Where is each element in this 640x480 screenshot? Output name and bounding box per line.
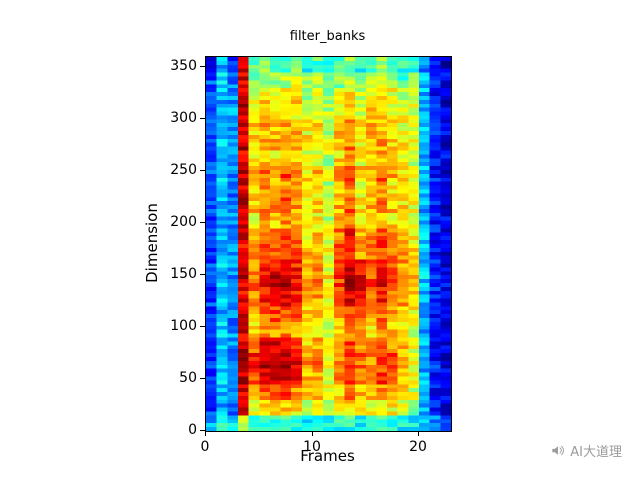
x-tick-mark <box>205 431 206 436</box>
y-tick-label: 150 <box>170 266 197 282</box>
chart-title: filter_banks <box>289 29 366 44</box>
y-axis-label: Dimension <box>143 203 161 283</box>
y-tick-mark <box>200 378 205 379</box>
y-tick-mark <box>200 222 205 223</box>
x-axis-label: Frames <box>300 447 355 465</box>
y-tick-label: 0 <box>188 422 197 438</box>
y-tick-label: 100 <box>170 318 197 334</box>
x-tick-label: 10 <box>303 439 321 455</box>
x-tick-label: 0 <box>200 439 210 455</box>
watermark: AI大道理 <box>550 441 622 460</box>
y-tick-mark <box>200 326 205 327</box>
y-tick-mark <box>200 430 205 431</box>
y-tick-label: 200 <box>170 214 197 230</box>
y-tick-label: 350 <box>170 58 197 74</box>
heatmap-canvas <box>206 57 451 431</box>
plot-area <box>205 56 452 432</box>
y-tick-label: 300 <box>170 110 197 126</box>
y-tick-mark <box>200 274 205 275</box>
y-tick-mark <box>200 66 205 67</box>
x-tick-label: 20 <box>409 439 427 455</box>
y-tick-mark <box>200 170 205 171</box>
sound-logo-icon <box>550 443 565 458</box>
y-tick-label: 250 <box>170 162 197 178</box>
y-tick-mark <box>200 118 205 119</box>
x-tick-mark <box>312 431 313 436</box>
x-tick-mark <box>418 431 419 436</box>
y-tick-label: 50 <box>179 370 197 386</box>
watermark-text: AI大道理 <box>570 445 622 460</box>
